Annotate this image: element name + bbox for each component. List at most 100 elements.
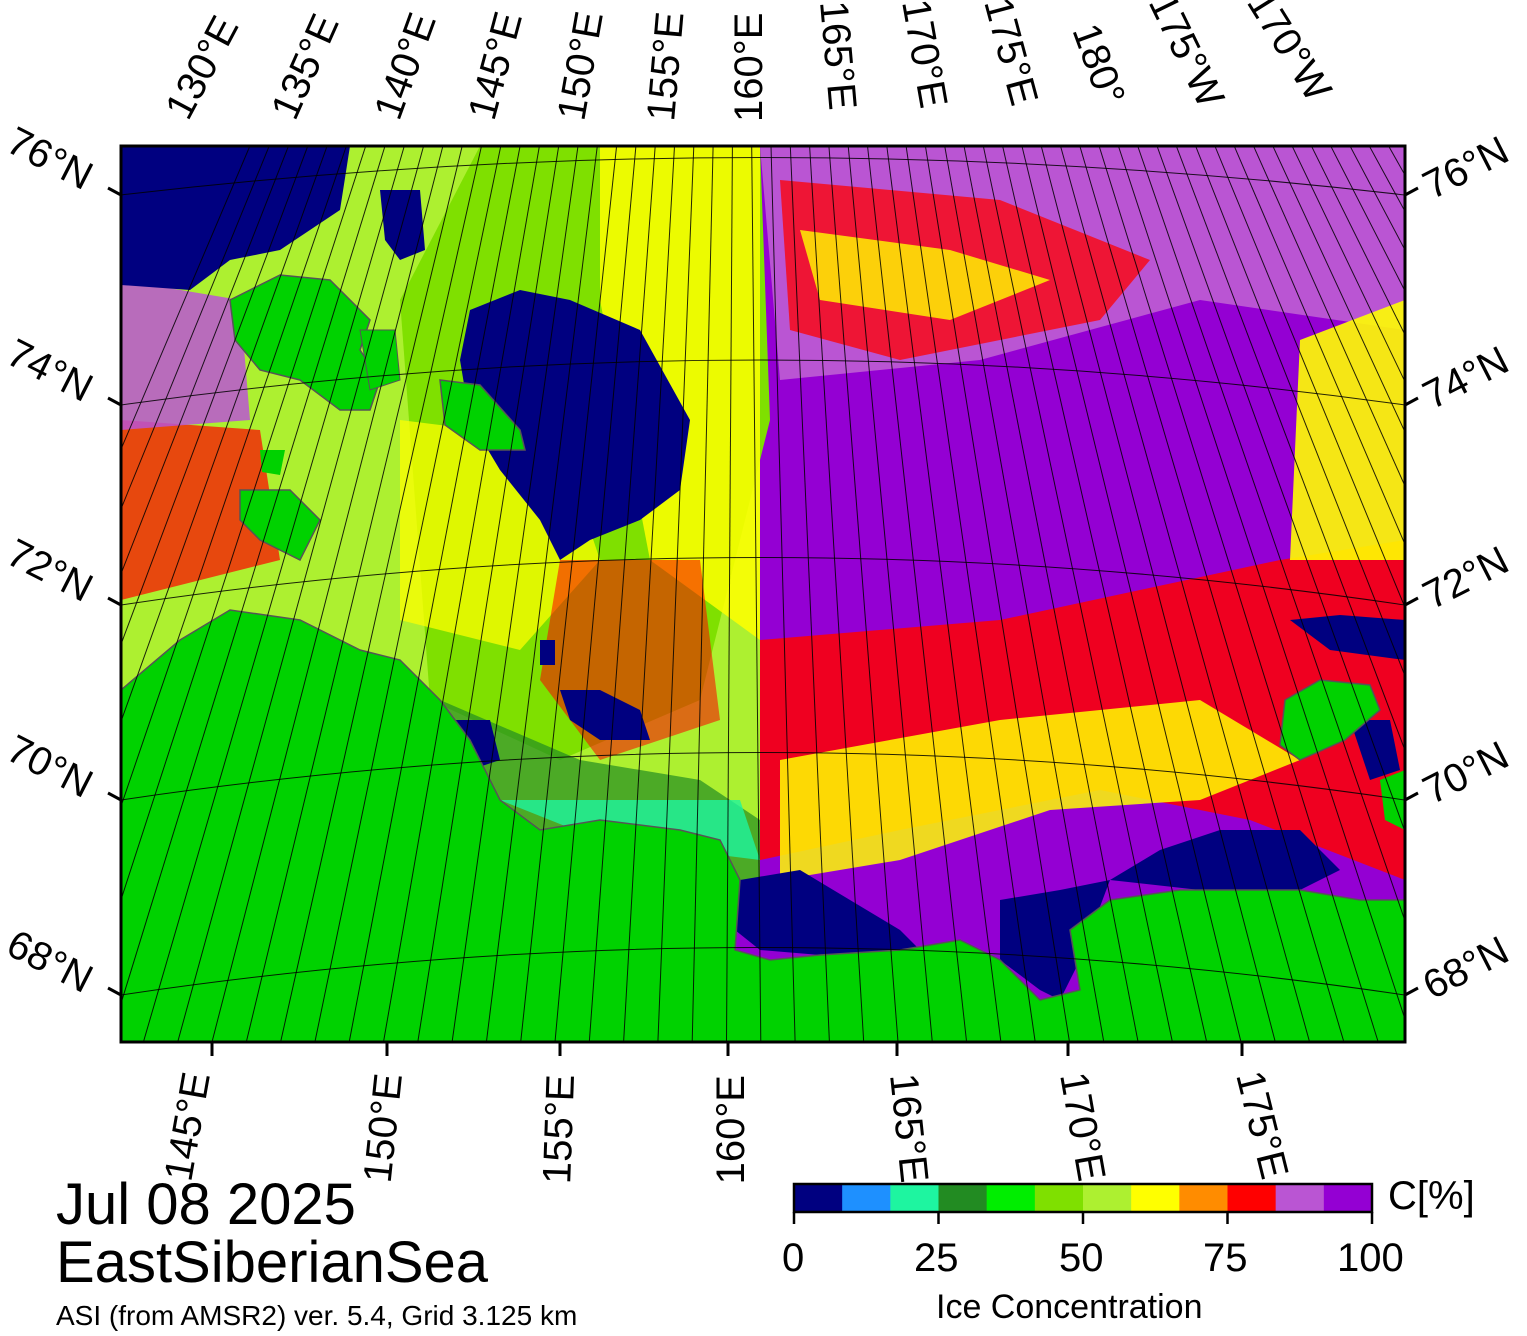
meridian-line: [751, 146, 762, 1042]
meridian-line: [142, 146, 405, 1042]
lon-label: 165°E: [811, 0, 864, 112]
lon-label: 140°E: [366, 7, 445, 125]
colorbar-swatch: [842, 1184, 891, 1212]
meridian-line: [1059, 146, 1311, 1042]
colorbar: [792, 1182, 1374, 1224]
land-mainland: [121, 609, 1405, 1042]
lon-label: 180°: [1064, 18, 1134, 111]
meridian-line: [1098, 146, 1379, 1042]
open-water-kolyma: [735, 870, 920, 955]
meridian-line: [121, 146, 386, 1006]
lon-label: 170°W: [1238, 0, 1339, 109]
meridian-line: [770, 146, 796, 1042]
map-date: Jul 08 2025: [56, 1172, 356, 1237]
meridian-line: [828, 146, 899, 1042]
meridian-line: [1310, 146, 1405, 336]
lon-label: 165°E: [881, 1071, 936, 1184]
meridian-line: [520, 146, 618, 1042]
meridian-line: [1079, 146, 1345, 1042]
lat-label: 72°N: [0, 531, 100, 611]
meridian-line: [1117, 146, 1405, 1021]
meridian-line: [211, 146, 444, 1042]
meridian-line: [789, 146, 830, 1042]
colorbar-unit: C[%]: [1388, 1174, 1475, 1218]
meridian-line: [451, 146, 579, 1042]
meridian-line: [588, 146, 656, 1042]
meridian-line: [963, 146, 1139, 1042]
lat-label: 74°N: [0, 331, 100, 411]
lon-label: 175°W: [1140, 0, 1232, 114]
meridian-line: [1291, 146, 1405, 383]
lon-label: 150°E: [356, 1071, 411, 1184]
lon-label: 135°E: [263, 8, 348, 126]
lon-label: 145°E: [157, 1069, 219, 1184]
meridian-line: [809, 146, 865, 1042]
lon-label: 145°E: [460, 7, 531, 124]
meridian-line: [121, 146, 251, 451]
meridian-line: [886, 146, 1002, 1042]
meridian-line: [177, 146, 425, 1042]
meridian-line: [554, 146, 637, 1042]
meridian-line: [944, 146, 1105, 1042]
meridian-line: [1330, 146, 1405, 293]
top-lon-labels: 130°E 135°E 140°E 145°E 150°E 155°E 160°…: [157, 0, 1340, 126]
meridian-line: [623, 146, 676, 1042]
meridian-line: [121, 146, 290, 576]
meridian-line: [121, 146, 347, 808]
meridian-line: [383, 146, 540, 1042]
meridian-line: [314, 146, 502, 1042]
colorbar-swatch: [938, 1184, 988, 1212]
lon-label: 175°E: [1227, 1067, 1296, 1184]
colorbar-swatch: [1034, 1184, 1084, 1212]
open-water-polynya: [460, 290, 690, 560]
lon-label: 160°E: [727, 13, 771, 122]
meridian-line: [417, 146, 560, 1042]
colorbar-tick: 0: [782, 1236, 805, 1280]
map-frame: [119, 144, 1407, 1044]
meridian-line: [691, 146, 714, 1042]
lat-label: 68°N: [0, 922, 100, 1002]
meridian-line: [245, 146, 463, 1042]
colorbar-swatches: [794, 1184, 1373, 1212]
lon-label: 170°E: [1051, 1069, 1113, 1184]
meridian-line: [1214, 146, 1405, 609]
land-new-siberia: [439, 379, 526, 451]
meridian-line: [280, 146, 483, 1042]
meridian-line: [1233, 146, 1405, 546]
tick-marks: [107, 186, 1419, 1056]
colorbar-swatch: [986, 1184, 1036, 1212]
land-wrangel: [1279, 679, 1381, 761]
meridian-line: [121, 146, 328, 723]
meridian-line: [1002, 146, 1208, 1042]
meridian-line: [1252, 146, 1405, 488]
lon-label: 150°E: [550, 8, 612, 123]
colorbar-tick: 75: [1203, 1236, 1248, 1280]
meridian-line: [924, 146, 1070, 1042]
colorbar-swatch: [1227, 1184, 1277, 1212]
colorbar-swatch: [1275, 1184, 1325, 1212]
colorbar-title: Ice Concentration: [936, 1288, 1203, 1326]
land-bolshoy-lyakhovsky: [239, 489, 321, 562]
meridian-line: [1506, 120, 1527, 1042]
lat-label: 70°N: [1416, 733, 1516, 813]
colorbar-swatch: [1179, 1184, 1228, 1212]
lat-label: 70°N: [0, 727, 100, 807]
colorbar-tick: 25: [914, 1236, 959, 1280]
left-lat-labels: 76°N 74°N 72°N 70°N 68°N: [0, 119, 100, 1002]
meridian-line: [121, 146, 367, 902]
colorbar-tick: 50: [1059, 1236, 1104, 1280]
meridian-line: [657, 146, 695, 1042]
bottom-lon-labels: 145°E 150°E 155°E 160°E 165°E 170°E 175°…: [157, 1067, 1297, 1185]
colorbar-swatch: [1323, 1184, 1373, 1212]
lat-label: 68°N: [1416, 928, 1516, 1008]
meridian-line: [1040, 146, 1276, 1042]
meridian-line: [1137, 146, 1405, 923]
lon-label: 155°E: [639, 10, 692, 123]
lon-label: 160°E: [709, 1075, 753, 1184]
open-water-laptev: [121, 146, 350, 290]
lon-label: 175°E: [975, 0, 1046, 110]
meridian-line: [982, 146, 1173, 1042]
meridian-line: [847, 146, 933, 1042]
right-lat-labels: 76°N 74°N 72°N 70°N 68°N: [1416, 128, 1516, 1008]
